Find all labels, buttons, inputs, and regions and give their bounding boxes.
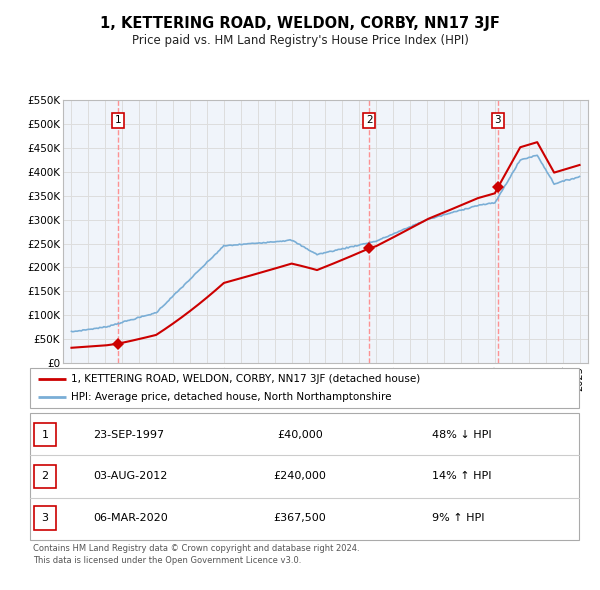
Text: 2: 2 [41, 471, 49, 481]
Text: 3: 3 [494, 116, 501, 125]
Text: 1: 1 [41, 430, 49, 440]
Text: 03-AUG-2012: 03-AUG-2012 [93, 471, 167, 481]
Text: £240,000: £240,000 [274, 471, 326, 481]
Text: £40,000: £40,000 [277, 430, 323, 440]
Text: 23-SEP-1997: 23-SEP-1997 [93, 430, 164, 440]
Text: 1, KETTERING ROAD, WELDON, CORBY, NN17 3JF (detached house): 1, KETTERING ROAD, WELDON, CORBY, NN17 3… [71, 374, 421, 384]
Text: HPI: Average price, detached house, North Northamptonshire: HPI: Average price, detached house, Nort… [71, 392, 392, 402]
Text: 3: 3 [41, 513, 49, 523]
Text: Price paid vs. HM Land Registry's House Price Index (HPI): Price paid vs. HM Land Registry's House … [131, 34, 469, 47]
Text: 06-MAR-2020: 06-MAR-2020 [93, 513, 168, 523]
Text: 9% ↑ HPI: 9% ↑ HPI [432, 513, 485, 523]
Text: 2: 2 [366, 116, 373, 125]
Text: Contains HM Land Registry data © Crown copyright and database right 2024.
This d: Contains HM Land Registry data © Crown c… [33, 544, 359, 565]
Text: 1, KETTERING ROAD, WELDON, CORBY, NN17 3JF: 1, KETTERING ROAD, WELDON, CORBY, NN17 3… [100, 16, 500, 31]
Text: 14% ↑ HPI: 14% ↑ HPI [432, 471, 491, 481]
Text: 1: 1 [115, 116, 121, 125]
Text: 48% ↓ HPI: 48% ↓ HPI [432, 430, 491, 440]
FancyBboxPatch shape [30, 368, 579, 408]
Text: £367,500: £367,500 [274, 513, 326, 523]
